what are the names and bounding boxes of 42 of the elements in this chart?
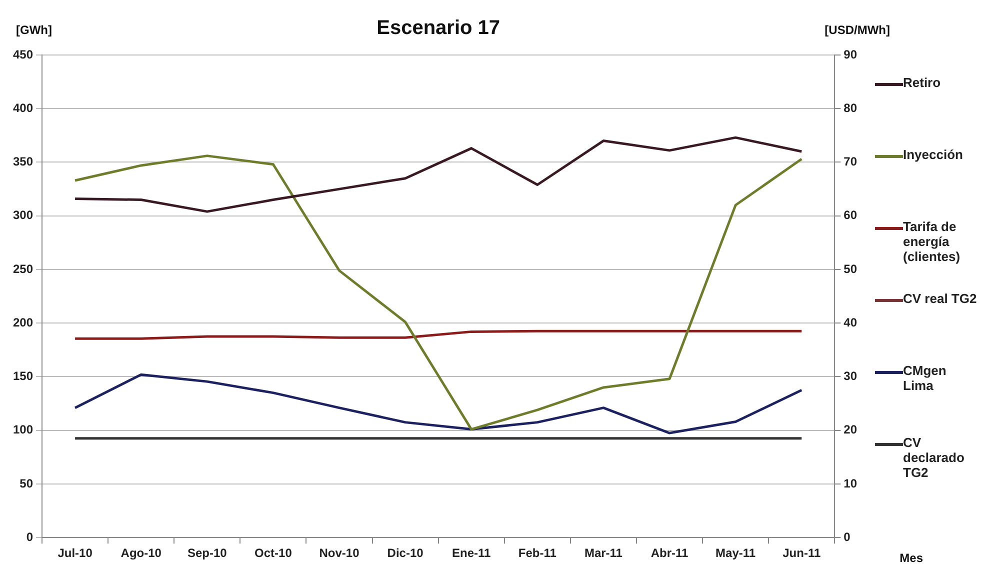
y2-tick-label: 50 (844, 262, 858, 276)
x-tick-label: Ago-10 (120, 546, 162, 560)
y-tick-label: 200 (12, 315, 34, 330)
y-tick-label: 450 (12, 47, 34, 62)
x-tick-label: Dic-10 (387, 546, 424, 560)
y-tick-label: 50 (20, 476, 34, 490)
y2-tick-label: 90 (844, 47, 858, 62)
legend-label: Inyección (903, 147, 963, 162)
x-tick-label: Nov-10 (319, 546, 360, 560)
y2-tick-label: 40 (844, 315, 858, 330)
y2-tick-label: 60 (844, 208, 858, 222)
y2-tick-label: 0 (844, 530, 851, 544)
x-tick-label: Abr-11 (650, 546, 689, 560)
x-tick-label: Sep-10 (187, 546, 228, 560)
y-tick-label: 0 (26, 530, 34, 544)
y-tick-label: 400 (12, 100, 34, 115)
x-tick-label: Ene-11 (452, 546, 492, 560)
y-tick-label: 100 (12, 422, 34, 437)
y2-tick-label: 20 (844, 422, 858, 437)
x-tick-label: Jun-11 (782, 546, 821, 560)
x-tick-label: May-11 (716, 546, 756, 560)
x-tick-label: Mar-11 (584, 546, 623, 560)
y-axis-title: [GWh] (16, 23, 52, 37)
legend-label: Retiro (903, 75, 941, 90)
x-tick-label: Feb-11 (518, 546, 557, 560)
y2-tick-label: 70 (844, 154, 858, 169)
legend-label: CV real TG2 (903, 291, 977, 306)
y2-tick-label: 30 (844, 369, 858, 384)
x-axis-title: Mes (900, 551, 924, 565)
x-tick-label: Oct-10 (254, 546, 292, 560)
y-tick-label: 300 (12, 208, 34, 222)
legend-label: CV declarado TG2 (903, 435, 966, 480)
y2-axis-title: [USD/MWh] (824, 23, 890, 37)
y-tick-label: 250 (12, 262, 34, 276)
y-tick-label: 350 (12, 154, 34, 169)
legend-label: Tarifa de energía (clientes) (903, 219, 962, 264)
legend-label: CMgen Lima (903, 363, 948, 393)
y2-tick-label: 10 (844, 476, 858, 490)
x-tick-label: Jul-10 (58, 546, 93, 560)
chart-title: Escenario 17 (376, 17, 500, 39)
y-tick-label: 150 (12, 369, 34, 384)
y2-tick-label: 80 (844, 100, 858, 115)
